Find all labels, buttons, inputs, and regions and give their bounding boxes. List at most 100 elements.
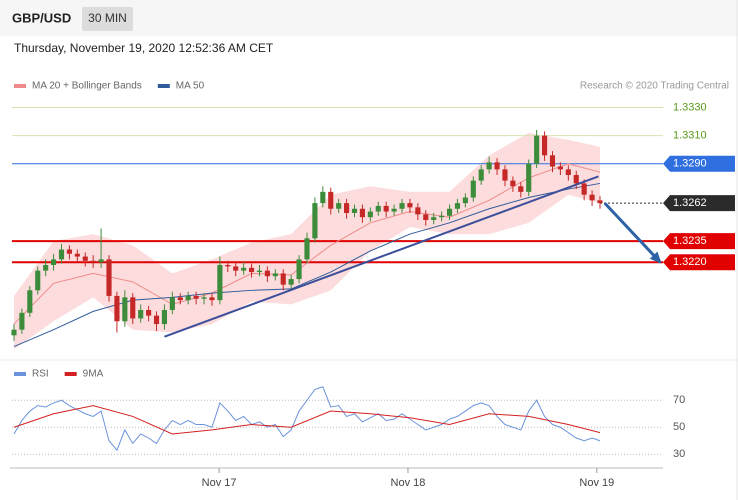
candle-body: [589, 194, 595, 201]
legend-swatch: [64, 372, 77, 376]
forecast-arrow: [603, 202, 662, 264]
candle-body: [74, 253, 80, 257]
candle-body: [336, 203, 342, 209]
candle-body: [11, 329, 17, 336]
candle-body: [518, 186, 524, 192]
price-label: 1.3262: [673, 197, 707, 209]
candle-body: [114, 295, 120, 322]
rsi-line: [13, 386, 601, 452]
candle-body: [328, 191, 334, 209]
candle-body: [98, 259, 104, 263]
candle-body: [557, 166, 563, 170]
candle-body: [248, 267, 255, 273]
legend-swatch: [157, 84, 170, 88]
candle-body: [169, 297, 175, 310]
legend-label: MA 50: [176, 81, 205, 92]
candle-body: [534, 135, 540, 164]
candle-body: [470, 180, 476, 198]
candle-body: [510, 180, 516, 187]
candle-body: [407, 203, 413, 208]
candle-body: [233, 266, 239, 271]
candle-body: [280, 273, 286, 285]
candle-body: [58, 249, 65, 260]
candle-body: [161, 310, 168, 325]
timeframe[interactable]: 30 MIN: [88, 11, 127, 25]
candle-body: [209, 297, 215, 301]
candle-body: [391, 208, 397, 212]
candle-body: [439, 215, 445, 218]
candle-body: [177, 297, 183, 301]
candle-body: [217, 265, 223, 301]
subtitle: Thursday, November 19, 2020 12:52:36 AM …: [14, 41, 274, 55]
candle-body: [82, 256, 88, 261]
candle-body: [526, 163, 532, 192]
candle-body: [201, 297, 207, 299]
candle-body: [288, 279, 294, 285]
candle-body: [90, 260, 96, 263]
candle-body: [153, 315, 160, 325]
candle-body: [66, 249, 72, 254]
candle-body: [304, 238, 310, 260]
candle-body: [494, 162, 500, 170]
candle-body: [320, 191, 326, 204]
rsi-tick-label: 30: [673, 448, 685, 460]
candle-body: [415, 207, 421, 215]
rsi-line: [13, 405, 601, 435]
candle-body: [462, 197, 468, 204]
legend-label: MA 20 + Bollinger Bands: [32, 81, 142, 92]
candle-body: [359, 208, 365, 218]
candle-body: [43, 265, 49, 271]
legend-label: 9MA: [83, 369, 104, 380]
legend-swatch: [14, 372, 26, 376]
timeframe-badge[interactable]: [82, 7, 133, 31]
candle-body: [225, 265, 231, 267]
candle-body: [541, 135, 548, 156]
moving-average: [13, 163, 601, 325]
x-tick-label: Nov 18: [391, 477, 426, 489]
price-label: 1.3290: [673, 158, 707, 170]
candle-body: [130, 297, 136, 319]
price-badge: [663, 195, 735, 212]
candle-body: [241, 267, 247, 271]
candle-body: [486, 162, 492, 170]
candle-body: [399, 203, 405, 209]
price-badge: [663, 233, 735, 250]
x-tick-label: Nov 17: [202, 477, 237, 489]
candle-body: [423, 214, 429, 220]
x-tick-label: Nov 19: [579, 477, 614, 489]
candle-body: [351, 208, 358, 213]
candle-body: [581, 183, 587, 195]
candle-body: [264, 270, 270, 277]
candle-body: [549, 155, 556, 167]
rsi-tick-label: 70: [673, 394, 685, 406]
price-badge: [663, 155, 735, 172]
price-label: 1.3235: [673, 235, 707, 247]
arrow-head: [649, 251, 662, 264]
candle-body: [446, 208, 453, 216]
candle-body: [27, 290, 33, 313]
candle-body: [106, 259, 112, 296]
moving-average: [13, 182, 601, 348]
candle-body: [193, 295, 199, 299]
source: Research © 2020 Trading Central: [580, 81, 729, 92]
candle-body: [272, 273, 278, 277]
candle-body: [597, 200, 603, 204]
chart-title: GBP/USD: [12, 10, 71, 25]
candle-body: [502, 169, 508, 181]
candle-body: [565, 169, 571, 175]
candle-body: [51, 259, 57, 265]
candle-body: [344, 203, 350, 213]
candle-body: [454, 203, 461, 209]
trendline: [164, 175, 599, 338]
candle-body: [573, 175, 579, 184]
candle-body: [35, 270, 41, 291]
legend-label: RSI: [32, 369, 49, 380]
candle-body: [383, 205, 389, 212]
price-badge: [663, 254, 735, 271]
candle-body: [138, 310, 144, 319]
candle-body: [296, 259, 302, 280]
candle-body: [478, 169, 484, 181]
candle-body: [367, 211, 373, 218]
